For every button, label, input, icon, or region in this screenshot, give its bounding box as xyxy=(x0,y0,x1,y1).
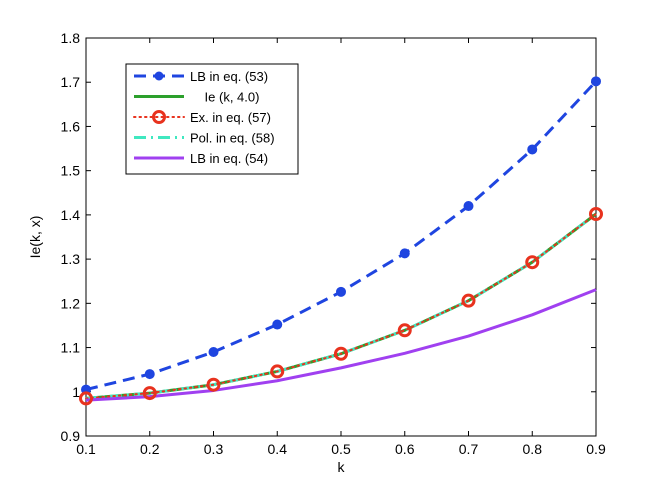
series-line xyxy=(85,213,597,400)
x-tick-label: 0.9 xyxy=(586,441,606,457)
x-axis-label: k xyxy=(338,459,346,475)
data-point xyxy=(144,369,155,380)
y-tick-label: 1 xyxy=(72,384,80,400)
y-tick-label: 1.5 xyxy=(61,163,81,179)
series-layer xyxy=(79,76,603,406)
data-point xyxy=(142,386,157,401)
x-tick-label: 0.8 xyxy=(523,441,543,457)
data-point xyxy=(399,248,410,259)
y-tick-label: 0.9 xyxy=(61,428,81,444)
y-tick-label: 1.6 xyxy=(61,118,81,134)
data-point xyxy=(461,293,476,308)
y-tick-label: 1.7 xyxy=(61,74,81,90)
legend-label: LB in eq. (54) xyxy=(190,151,268,166)
x-tick-label: 0.3 xyxy=(204,441,224,457)
series-line xyxy=(85,288,597,402)
legend-entry: LB in eq. (54) xyxy=(134,151,268,166)
legend-entry: Ie (k, 4.0) xyxy=(134,90,259,105)
data-point xyxy=(397,323,412,338)
legend-label: Pol. in eq. (58) xyxy=(190,131,275,146)
legend-label: Ie (k, 4.0) xyxy=(205,90,260,105)
y-axis-label: Ie(k, x) xyxy=(27,216,43,259)
data-point xyxy=(208,346,219,357)
legend: LB in eq. (53) Ie (k, 4.0) Ex. in eq. (57)… xyxy=(125,63,299,175)
series-2-markers xyxy=(79,207,603,406)
y-tick-label: 1.4 xyxy=(61,207,81,223)
x-tick-label: 0.5 xyxy=(331,441,351,457)
series-2 xyxy=(85,213,597,400)
y-tick-label: 1.3 xyxy=(61,251,81,267)
data-point xyxy=(525,255,540,270)
legend-marker-swatch xyxy=(152,110,166,124)
data-point xyxy=(334,346,348,361)
data-point xyxy=(527,144,538,155)
y-tick-label: 1.8 xyxy=(61,30,81,46)
y-axis: 0.9 1 1.1 1.2 1.3 1.4 1.5 1.6 1.7 1.8 xyxy=(61,30,596,444)
x-tick-label: 0.2 xyxy=(140,441,160,457)
data-point xyxy=(463,201,474,212)
x-tick-label: 0.1 xyxy=(76,441,96,457)
data-point xyxy=(206,377,221,392)
series-0-markers xyxy=(81,76,601,395)
x-axis: 0.1 0.2 0.3 0.4 0.5 0.6 0.7 0.8 0.9 xyxy=(76,38,606,457)
x-tick-label: 0.7 xyxy=(459,441,479,457)
y-tick-label: 1.2 xyxy=(61,295,81,311)
legend-label: Ex. in eq. (57) xyxy=(190,110,271,125)
data-point xyxy=(591,76,601,87)
data-point xyxy=(336,286,346,297)
legend-entry: LB in eq. (53) xyxy=(134,69,268,84)
legend-marker-swatch xyxy=(154,71,164,81)
series-4 xyxy=(85,288,597,402)
x-tick-label: 0.4 xyxy=(268,441,288,457)
y-tick-label: 1.1 xyxy=(61,340,81,356)
data-point xyxy=(272,319,283,330)
data-point xyxy=(270,364,285,379)
legend-entry: Pol. in eq. (58) xyxy=(134,131,275,146)
legend-entry: Ex. in eq. (57) xyxy=(133,110,271,125)
x-tick-label: 0.6 xyxy=(395,441,415,457)
legend-label: LB in eq. (53) xyxy=(190,69,268,84)
data-point xyxy=(589,207,603,222)
data-point xyxy=(79,391,93,406)
